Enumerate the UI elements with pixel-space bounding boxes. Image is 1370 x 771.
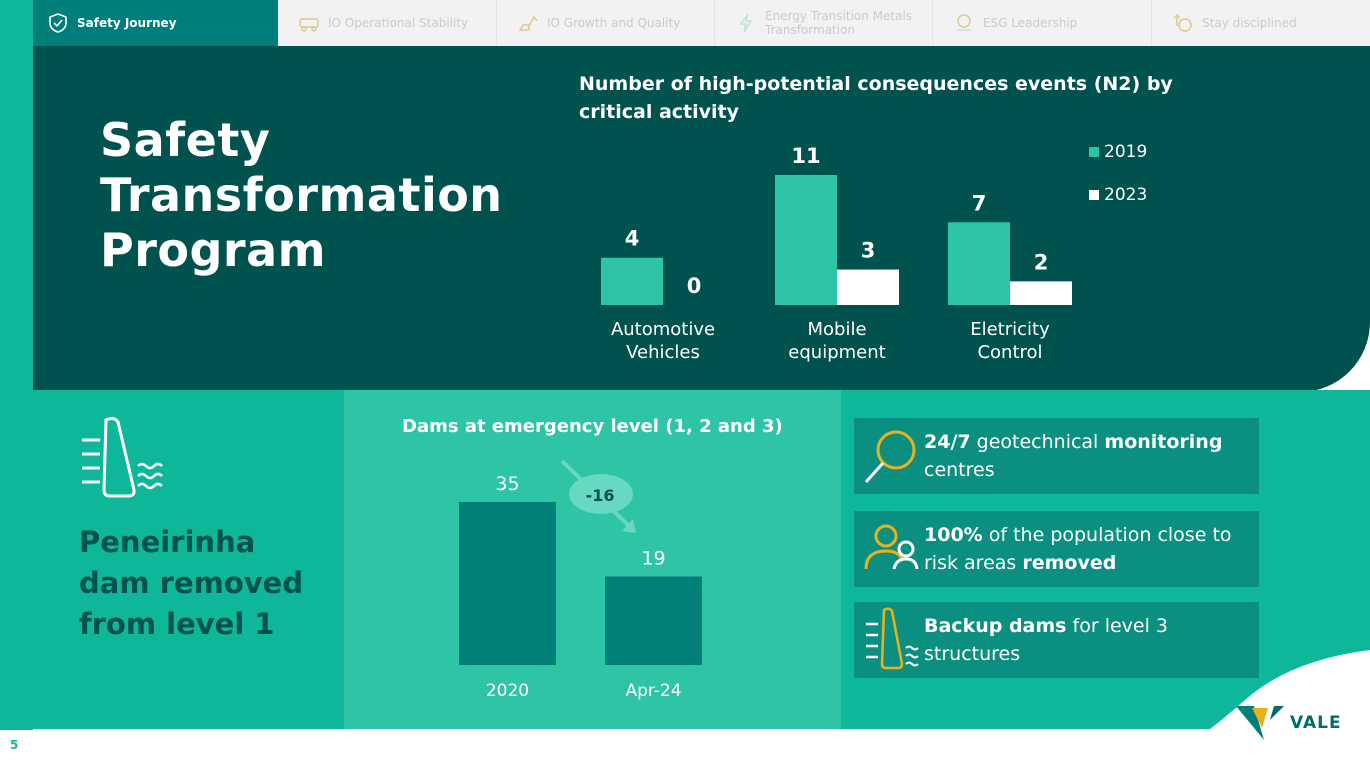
coin-arrow-icon [1172,12,1194,34]
dam-text-line: dam removed [79,566,304,600]
title-line: Safety [100,113,271,167]
dam-highlight-text: Peneirinha dam removed from level 1 [79,522,339,645]
chart2-title: Dams at emergency level (1, 2 and 3) [402,416,783,437]
magnifier-icon [864,430,916,484]
text-bold: 100% [924,524,983,546]
tab-io-operational-stability[interactable]: IO Operational Stability [278,0,497,46]
info-box-monitoring: 24/7 geotechnical monitoring centres [854,418,1259,494]
info-box-text: 24/7 geotechnical monitoring centres [924,428,1259,484]
shield-check-icon [47,12,69,34]
page-title: Safety Transformation Program [100,113,520,278]
hero-band [33,46,1370,392]
dam-text-line: Peneirinha [79,525,256,559]
people-icon [864,524,919,570]
truck-icon [298,12,320,34]
tab-label: Stay disciplined [1202,16,1297,30]
dam-icon [82,416,163,498]
dams-chart-panel [344,390,841,730]
vale-logo-mark [1236,706,1284,740]
info-box-text: Backup dams for level 3 structures [924,612,1259,668]
text-regular: of the population close to risk areas [924,524,1232,574]
text-bold: Backup dams [924,615,1067,637]
tab-label: IO Growth and Quality [547,16,681,30]
text-regular: for level 3 structures [924,615,1168,665]
tab-label: Energy Transition Metals Transformation [765,9,913,37]
text-bold: 24/7 [924,431,971,453]
excavator-icon [517,12,539,34]
left-accent-strip [0,0,33,730]
dam-icon [866,607,919,670]
tab-io-growth-quality[interactable]: IO Growth and Quality [497,0,715,46]
chart1-title: Number of high-potential consequences ev… [579,73,1173,123]
text-bold: removed [1022,552,1117,574]
dam-text-line: from level 1 [79,607,275,641]
page-number: 5 [10,738,19,752]
vale-logo: VALE [1234,700,1342,746]
text-regular: geotechnical [970,431,1105,453]
info-box-text: 100% of the population close to risk are… [924,521,1259,577]
leaf-hand-icon [953,12,975,34]
tab-energy-transition[interactable]: Energy Transition Metals Transformation [715,0,933,46]
tab-esg-leadership[interactable]: ESG Leadership [933,0,1152,46]
lightning-icon [735,12,757,34]
title-line: Transformation [100,168,503,222]
tab-safety-journey[interactable]: Safety Journey [33,0,278,46]
info-box-population: 100% of the population close to risk are… [854,511,1259,587]
tab-label: IO Operational Stability [328,16,469,30]
tab-label: ESG Leadership [983,16,1078,30]
vale-logo-text: VALE [1290,713,1342,733]
title-line: Program [100,223,327,277]
tab-label: Safety Journey [77,16,177,30]
top-navigation: Safety Journey IO Operational Stability … [33,0,1370,46]
text-regular: centres [924,459,995,481]
text-bold: monitoring [1104,431,1223,453]
tab-stay-disciplined[interactable]: Stay disciplined [1152,0,1370,46]
info-box-backup-dams: Backup dams for level 3 structures [854,602,1259,678]
